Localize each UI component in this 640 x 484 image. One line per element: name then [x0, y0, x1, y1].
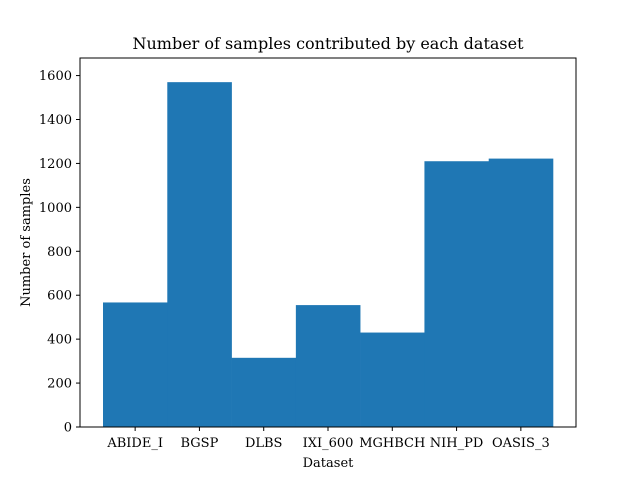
x-tick-label: ABIDE_I	[106, 436, 163, 451]
x-tick-label: BGSP	[181, 436, 219, 451]
plot-area-frame	[79, 57, 577, 428]
y-tick-label: 800	[47, 245, 72, 260]
y-tick-label: 600	[47, 289, 72, 304]
bar-oasis-3	[488, 158, 554, 427]
y-tick-label: 1200	[39, 157, 72, 172]
y-axis-ticks: 0 200 400 600 800 1000 1200 1400 1600	[39, 69, 80, 436]
bar-dlbs	[231, 357, 297, 427]
y-axis-label: Number of samples	[19, 178, 34, 307]
y-tick-label: 1400	[39, 113, 72, 128]
bar-mghbch	[360, 332, 425, 427]
x-tick-label: MGHBCH	[359, 436, 425, 451]
x-tick-label: NIH_PD	[430, 436, 484, 451]
y-tick-label: 200	[47, 377, 72, 392]
y-tick-label: 1000	[39, 201, 72, 216]
bar-bgsp	[167, 82, 232, 427]
bar-ixi-600	[295, 305, 361, 427]
bars-group	[103, 82, 554, 428]
x-tick-label: IXI_600	[303, 436, 354, 451]
chart-title: Number of samples contributed by each da…	[132, 34, 524, 53]
y-tick-label: 1600	[39, 69, 72, 84]
y-tick-label: 400	[47, 333, 72, 348]
x-axis-label: Dataset	[303, 456, 355, 471]
y-tick-label: 0	[64, 421, 72, 436]
bar-abide-i	[103, 302, 168, 427]
x-axis-ticks: ABIDE_I BGSP DLBS IXI_600 MGHBCH NIH_PD OASIS_…	[106, 427, 550, 451]
x-tick-label: OASIS_3	[492, 436, 550, 451]
x-tick-label: DLBS	[245, 436, 283, 451]
bar-nih-pd	[424, 161, 490, 428]
